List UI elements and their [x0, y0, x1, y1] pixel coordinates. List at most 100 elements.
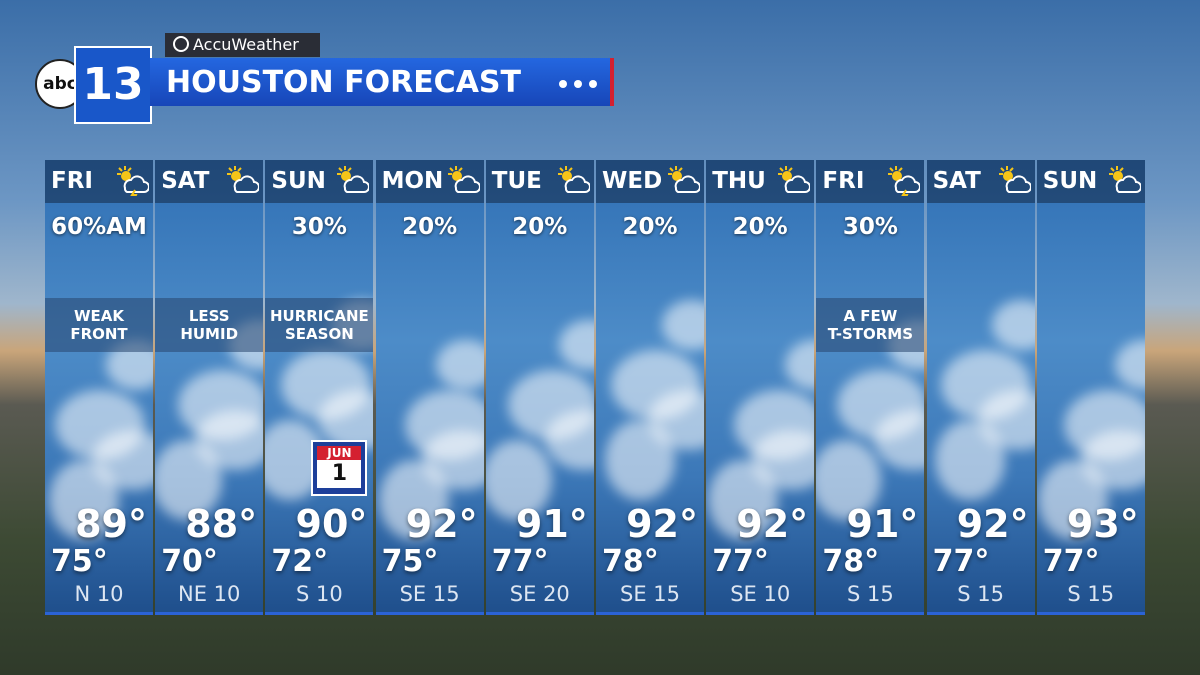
low-temp: 75°	[381, 544, 439, 579]
cloud	[605, 420, 675, 500]
day-name: SUN	[1042, 168, 1098, 194]
day-header: THU	[706, 160, 815, 203]
day-column: WED 20% 92° 78° SE 15	[596, 160, 704, 615]
day-name: FRI	[822, 168, 865, 194]
wind: S 15	[957, 582, 1004, 606]
high-temp: 92°	[626, 502, 698, 546]
weather-icon	[446, 164, 481, 200]
provider-tag: AccuWeather	[165, 33, 320, 57]
provider: AccuWeather	[193, 35, 299, 54]
day-column: THU 20% 92° 77° SE 10	[706, 160, 815, 615]
cloud	[558, 320, 594, 370]
title: HOUSTON FORECAST	[166, 65, 521, 100]
note-line: A FEW	[843, 307, 898, 325]
weather-icon	[997, 164, 1032, 200]
high-temp: 92°	[405, 502, 478, 546]
day-header: FRI	[816, 160, 925, 203]
day-header: SAT	[155, 160, 264, 203]
cloud	[1037, 460, 1108, 540]
low-temp: 77°	[712, 544, 769, 579]
precip-chance: 20%	[402, 214, 458, 240]
weather-icon	[886, 164, 922, 201]
day-name: SAT	[161, 168, 210, 194]
day-name: WED	[602, 168, 663, 194]
wind: SE 15	[620, 582, 680, 606]
day-header: WED	[596, 160, 704, 203]
day-header: SAT	[926, 160, 1035, 203]
precip-chance: 30%	[291, 214, 347, 240]
day-header: TUE	[485, 160, 594, 203]
cloud	[991, 300, 1035, 350]
weather-icon	[666, 164, 701, 200]
wind: SE 15	[399, 582, 460, 606]
high-temp: 92°	[956, 502, 1029, 546]
note-text: HURRICANE SEASON	[265, 298, 373, 343]
high-temp: 90°	[295, 502, 368, 546]
channel-logo: 13	[74, 46, 152, 124]
cloud	[708, 460, 779, 540]
note: A FEW T-STORMS	[816, 298, 925, 352]
cloud	[662, 300, 704, 350]
day-column: TUE 20% 91° 77° SE 20	[485, 160, 594, 615]
day-column: MON 20% 92° 75° SE 15	[375, 160, 484, 615]
wind: SE 10	[730, 582, 791, 606]
day-header: SUN	[1036, 160, 1145, 203]
day-name: THU	[712, 168, 766, 194]
precip-chance: 20%	[732, 214, 788, 240]
note-line: SEASON	[285, 325, 354, 343]
cloud	[785, 340, 815, 390]
high-temp: 88°	[185, 502, 258, 546]
wind: SE 20	[509, 582, 570, 606]
cloud	[485, 440, 552, 520]
wind: S 15	[847, 582, 894, 606]
note-line: T-STORMS	[827, 325, 914, 343]
day-name: SAT	[932, 168, 981, 194]
note-text: LESS HUMID	[155, 298, 263, 343]
low-temp: 78°	[822, 544, 880, 579]
precip-chance: 20%	[512, 214, 568, 240]
wind: N 10	[74, 582, 124, 606]
day-column: SUN 30% HURRICANE SEASON JUN 1 90° 72° S 10	[265, 160, 374, 615]
note-line: HURRICANE	[269, 307, 369, 325]
day-column: SAT 92° 77° S 15	[926, 160, 1035, 615]
low-temp: 78°	[602, 544, 659, 579]
day-header: FRI	[45, 160, 153, 203]
weather-icon	[115, 164, 150, 201]
note-line: WEAK	[73, 307, 125, 325]
cloud	[816, 440, 882, 520]
calendar-date: 1	[317, 460, 362, 488]
precip-chance: 30%	[842, 214, 898, 240]
cloud	[378, 460, 449, 540]
note-line: HUMID	[180, 325, 239, 343]
weather-icon	[225, 164, 261, 200]
high-temp: 89°	[75, 502, 147, 546]
cloud	[934, 420, 1005, 500]
note: WEAK FRONT	[45, 298, 153, 352]
day-column: FRI 30% A FEW T-STORMS 91° 78° S 15	[816, 160, 925, 615]
day-header: SUN	[265, 160, 374, 203]
high-temp: 92°	[736, 502, 809, 546]
low-temp: 77°	[491, 544, 549, 579]
precip-chance: 20%	[622, 214, 678, 240]
weather-icon	[556, 164, 591, 200]
title-banner: HOUSTON FORECAST	[150, 58, 614, 106]
wind: S 10	[296, 582, 343, 606]
low-temp: 70°	[161, 544, 218, 579]
weather-icon	[335, 164, 371, 200]
low-temp: 77°	[932, 544, 990, 579]
precip-chance: 60%AM	[51, 214, 147, 240]
calendar-icon: JUN 1	[311, 440, 368, 496]
cloud	[1114, 340, 1145, 390]
day-name: TUE	[491, 168, 542, 194]
high-temp: 91°	[515, 502, 588, 546]
menu-dots	[558, 74, 598, 93]
wind: S 15	[1067, 582, 1115, 606]
wind: NE 10	[178, 582, 241, 606]
day-column: SUN 93° 77° S 15	[1036, 160, 1145, 615]
day-header: MON	[375, 160, 484, 203]
low-temp: 77°	[1042, 544, 1100, 579]
note-text: WEAK FRONT	[45, 298, 153, 343]
cloud	[155, 440, 223, 520]
calendar-month: JUN	[317, 446, 362, 460]
